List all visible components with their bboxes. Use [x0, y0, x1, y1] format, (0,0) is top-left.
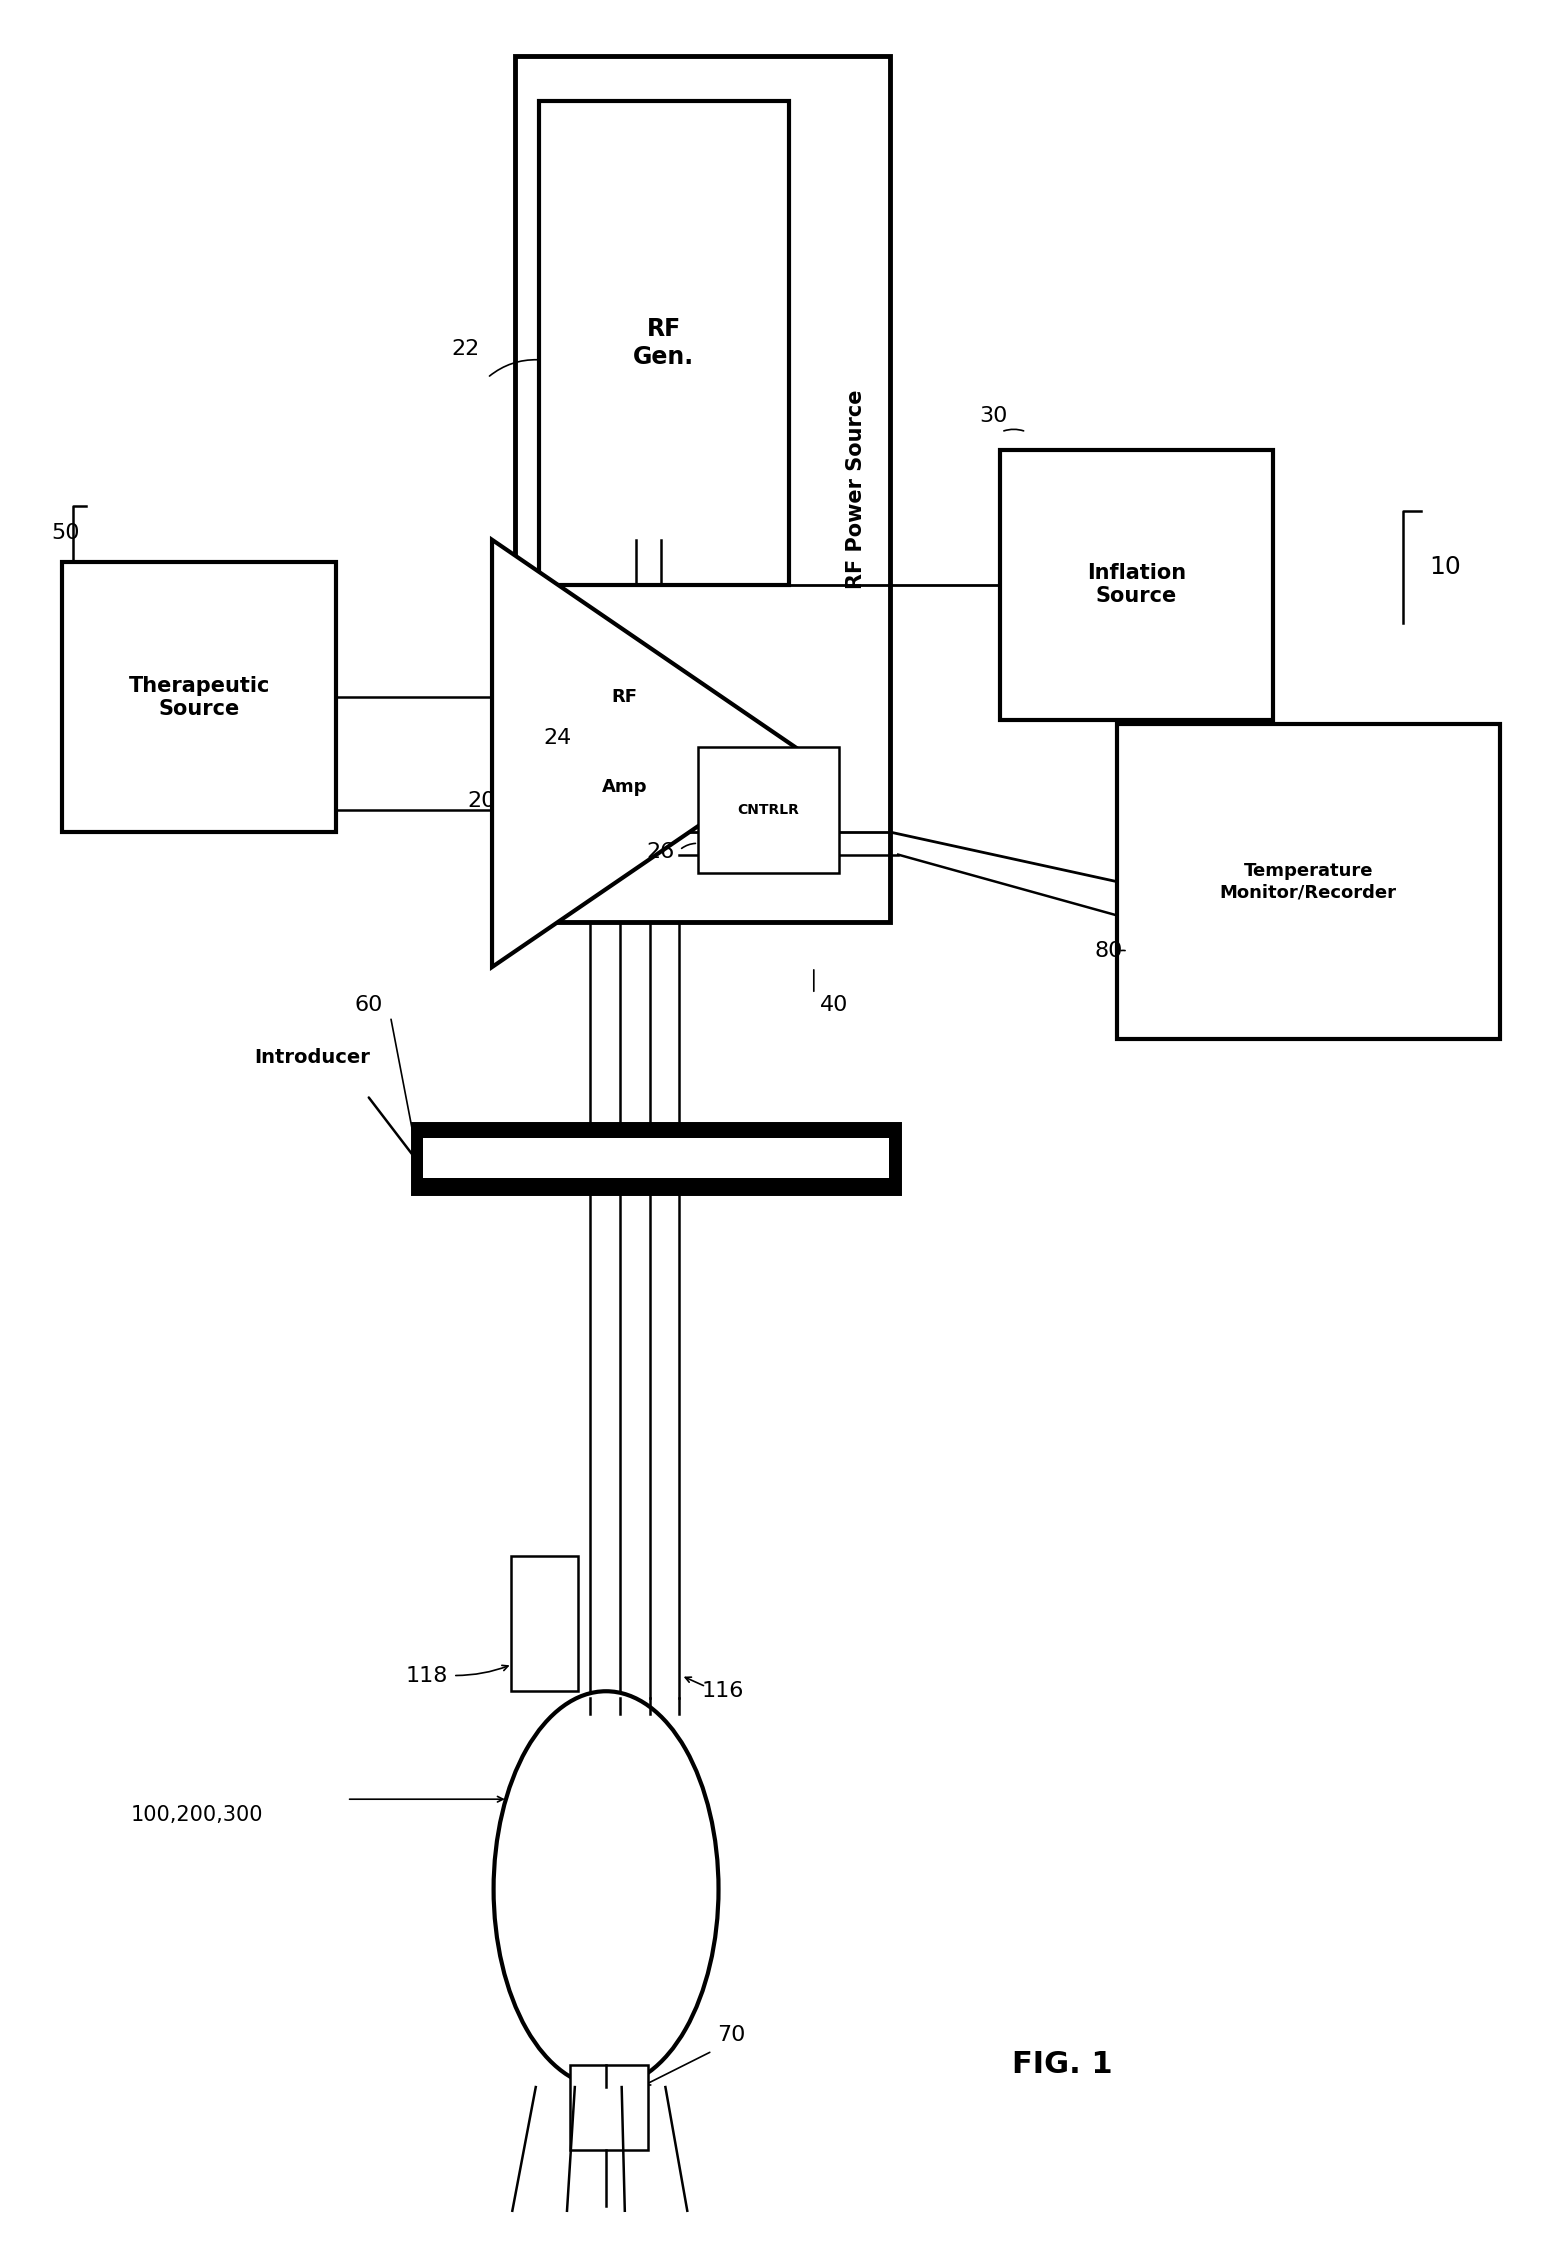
Bar	[515, 56, 890, 922]
Text: 70: 70	[717, 2026, 745, 2044]
Text: Inflation
Source: Inflation Source	[1087, 562, 1186, 607]
Polygon shape	[492, 540, 804, 967]
Bar	[423, 1138, 889, 1178]
Text: 100,200,300: 100,200,300	[131, 1806, 262, 1824]
Text: 118: 118	[405, 1667, 448, 1685]
Text: 60: 60	[355, 996, 383, 1014]
Text: Amp: Amp	[601, 778, 648, 796]
Text: RF
Gen.: RF Gen.	[633, 317, 695, 369]
Text: 20: 20	[467, 792, 495, 810]
Text: RF Power Source: RF Power Source	[847, 389, 865, 589]
Text: 80: 80	[1095, 942, 1123, 960]
Ellipse shape	[494, 1691, 719, 2087]
Text: 26: 26	[647, 843, 675, 861]
Text: 116: 116	[701, 1682, 745, 1700]
Text: 10: 10	[1429, 556, 1460, 578]
Text: 22: 22	[451, 340, 480, 358]
Text: Introducer: Introducer	[255, 1048, 370, 1066]
Text: 30: 30	[979, 407, 1007, 425]
Bar	[539, 101, 789, 585]
Bar	[570, 2065, 648, 2150]
Bar	[414, 1124, 898, 1192]
Text: FIG. 1: FIG. 1	[1012, 2051, 1112, 2078]
Text: 50: 50	[52, 524, 80, 542]
Text: 40: 40	[820, 996, 848, 1014]
Text: CNTRLR: CNTRLR	[737, 803, 800, 816]
Bar	[62, 562, 336, 832]
Bar	[511, 1556, 578, 1691]
Text: RF: RF	[612, 688, 637, 706]
Text: Temperature
Monitor/Recorder: Temperature Monitor/Recorder	[1220, 861, 1396, 902]
Bar	[1117, 724, 1500, 1039]
Text: Therapeutic
Source: Therapeutic Source	[128, 675, 270, 720]
Text: 24: 24	[544, 729, 572, 747]
Bar	[414, 1124, 898, 1192]
Bar	[698, 747, 839, 873]
Bar	[1000, 450, 1273, 720]
